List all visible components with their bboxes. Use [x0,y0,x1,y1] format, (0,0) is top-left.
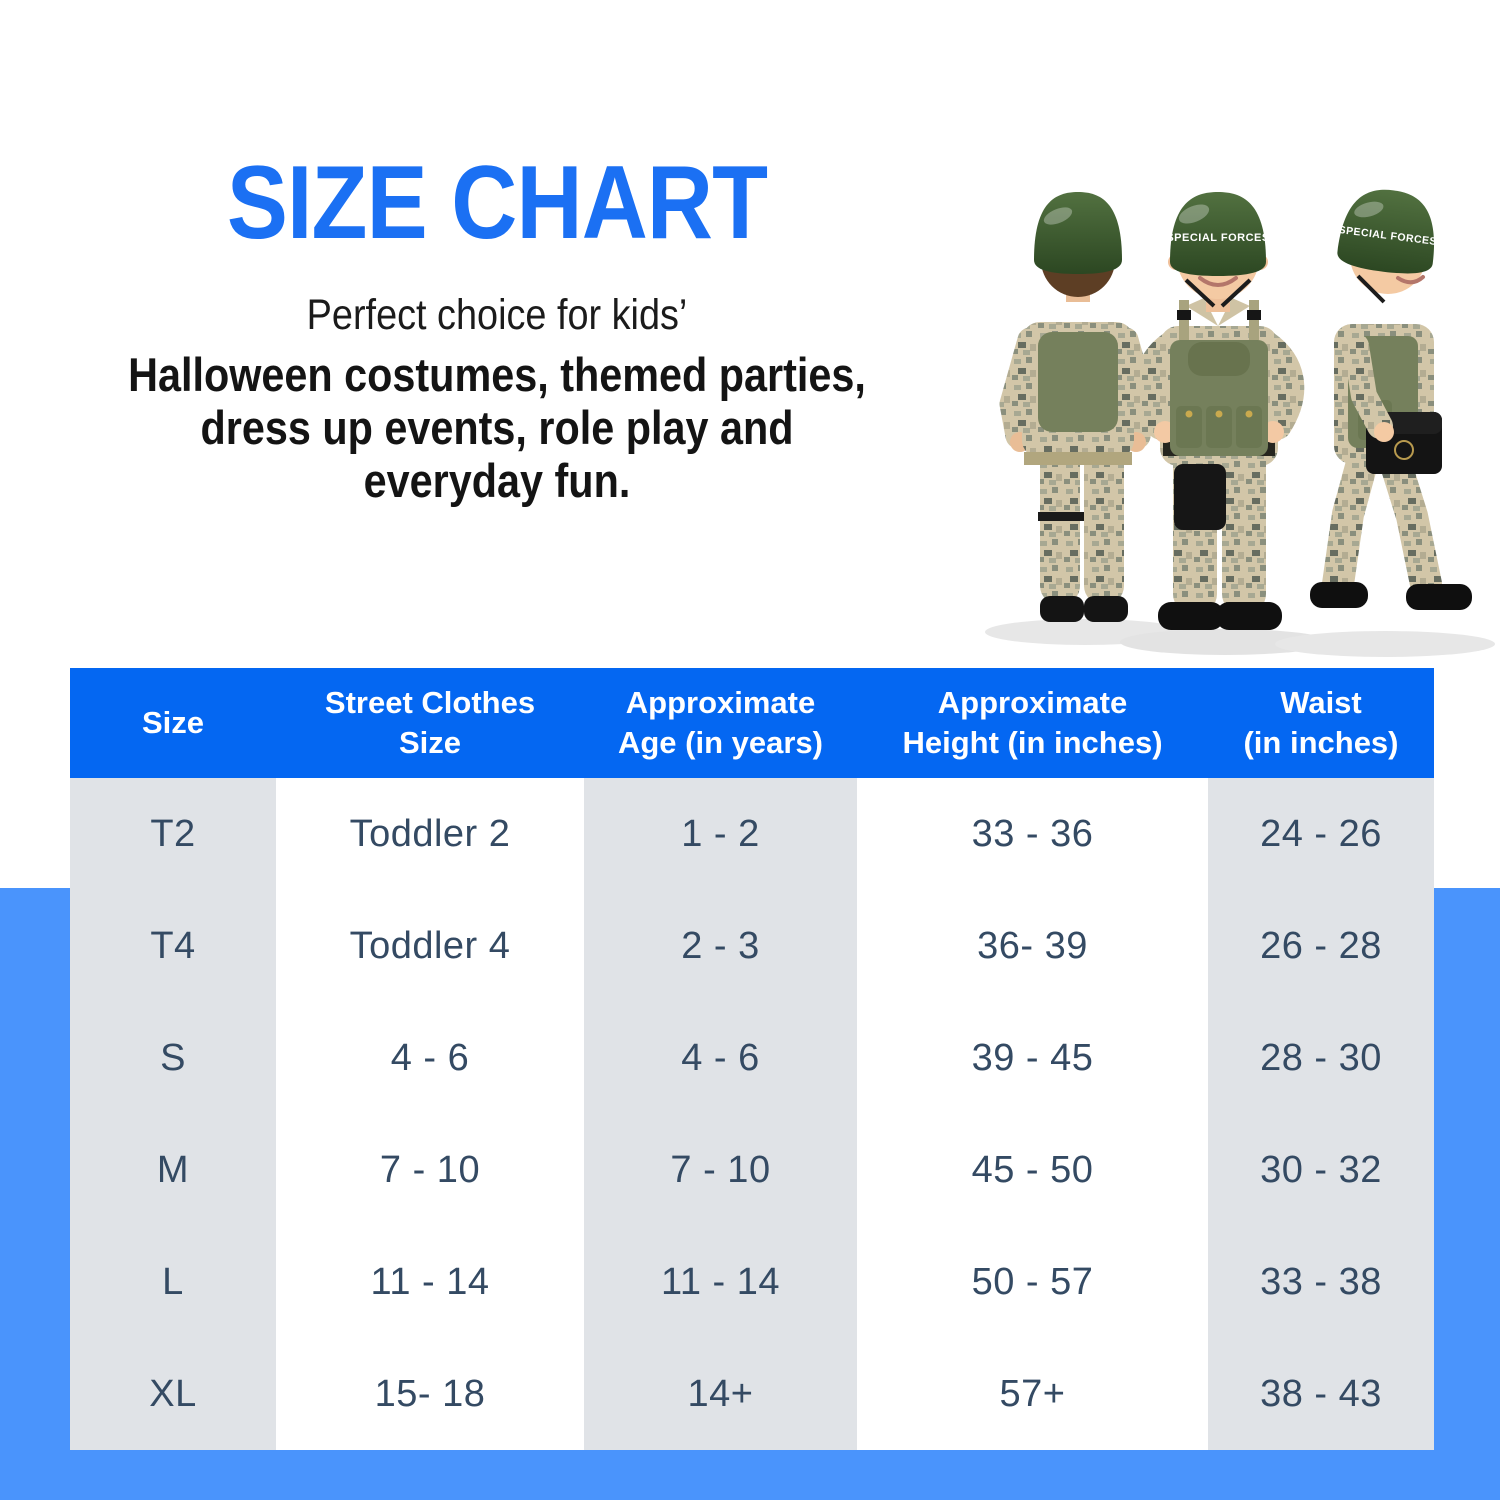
table-cell: 33 - 36 [857,778,1208,890]
table-cell: 15- 18 [276,1338,584,1450]
hero-block: SIZE CHART Perfect choice for kids’ Hall… [110,150,884,507]
kids-costume-illustration: SPECIAL FORCES [985,189,1495,657]
hero-bold-text: Halloween costumes, themed parties, dres… [110,348,884,507]
table-cell: 14+ [584,1338,857,1450]
size-label-cell: L [70,1226,276,1338]
helmet-icon: SPECIAL FORCES [1166,192,1269,276]
header-approximate: Approximate Height (in inches) [857,668,1208,778]
table-cell: 50 - 57 [857,1226,1208,1338]
table-cell: Toddler 4 [276,890,584,1002]
table-cell: 11 - 14 [276,1226,584,1338]
header-size: Size [70,668,276,778]
table-cell: 45 - 50 [857,1114,1208,1226]
helmet-icon [1034,192,1122,274]
table-cell: 28 - 30 [1208,1002,1434,1114]
table-cell: 36- 39 [857,890,1208,1002]
belt [1024,452,1132,465]
size-label-cell: M [70,1114,276,1226]
header-waist: Waist (in inches) [1208,668,1434,778]
hero-bold-line: Halloween costumes, themed parties, [128,348,866,402]
floor-shadows [985,619,1495,657]
table-cell: 39 - 45 [857,1002,1208,1114]
table-cell: 4 - 6 [584,1002,857,1114]
kid-back-figure [999,192,1157,622]
kid-front-figure: SPECIAL FORCES [1133,192,1305,630]
size-label-cell: XL [70,1338,276,1450]
leg-pouch [1174,464,1226,530]
kid-side-figure: SPECIAL FORCES [1310,189,1472,610]
table-cell: 26 - 28 [1208,890,1434,1002]
hero-bold-line: everyday fun. [363,454,631,508]
table-cell: 33 - 38 [1208,1226,1434,1338]
table-cell: Toddler 2 [276,778,584,890]
table-cell: 11 - 14 [584,1226,857,1338]
helmet-icon: SPECIAL FORCES [1337,189,1438,274]
table-cell: 38 - 43 [1208,1338,1434,1450]
size-chart-table: Size Street Clothes Size Approximate Age (… [70,668,1434,1450]
table-cell: 1 - 2 [584,778,857,890]
header-approximate: Approximate Age (in years) [584,668,857,778]
vest-back-panel [1038,332,1118,432]
size-label-cell: T4 [70,890,276,1002]
hero-lead-text: Perfect choice for kids’ [306,291,688,340]
header-street-clothes: Street Clothes Size [276,668,584,778]
helmet-label: SPECIAL FORCES [1166,232,1269,244]
page-title: SIZE CHART [226,145,768,261]
table-cell: 7 - 10 [584,1114,857,1226]
table-cell: 2 - 3 [584,890,857,1002]
hero-bold-line: dress up events, role play and [200,401,794,455]
size-label-cell: T2 [70,778,276,890]
table-cell: 7 - 10 [276,1114,584,1226]
product-photo: SPECIAL FORCES [960,44,1500,666]
table-cell: 30 - 32 [1208,1114,1434,1226]
table-cell: 57+ [857,1338,1208,1450]
table-cell: 24 - 26 [1208,778,1434,890]
size-label-cell: S [70,1002,276,1114]
table-cell: 4 - 6 [276,1002,584,1114]
